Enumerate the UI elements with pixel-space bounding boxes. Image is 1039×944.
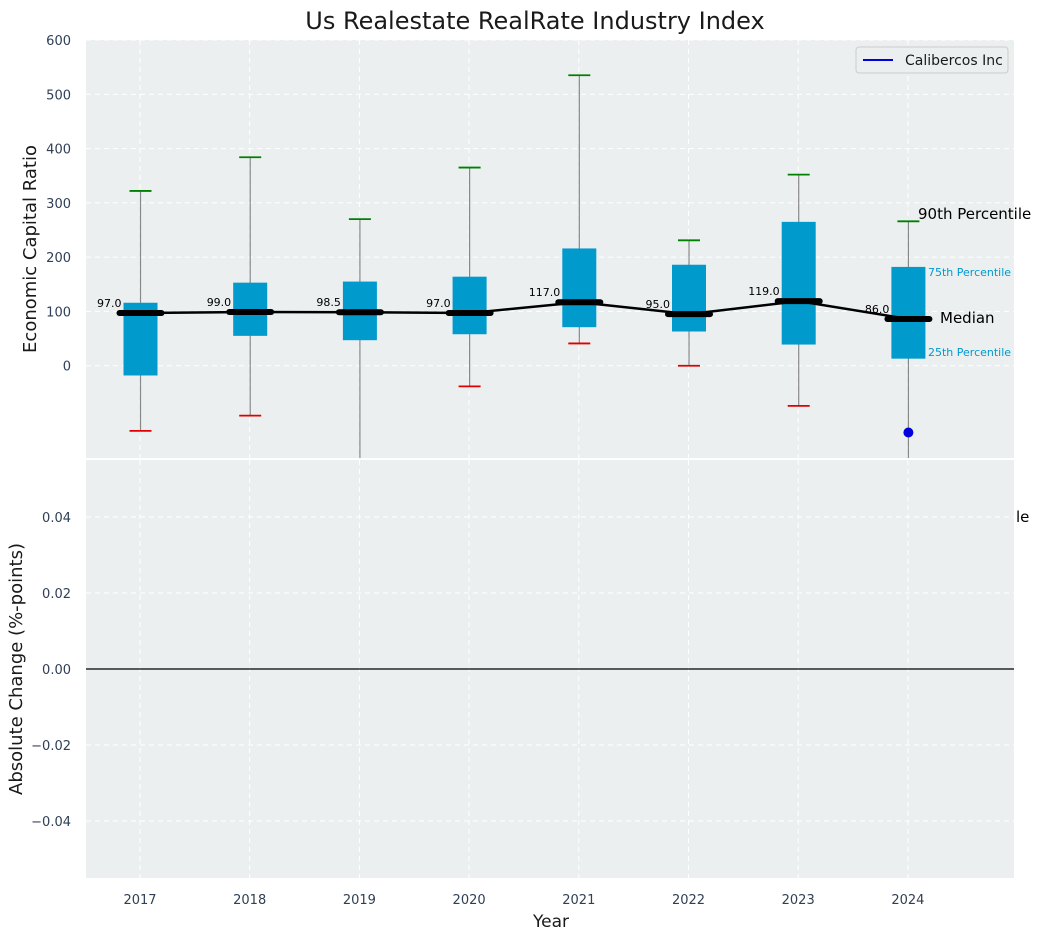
top-y-tick-label: 0 (63, 360, 71, 375)
legend: Calibercos Inc (855, 46, 1009, 74)
median-label-2017: 97.0 (97, 297, 122, 310)
median-label-2019: 98.5 (316, 296, 341, 309)
top-y-tick-label: 300 (46, 197, 71, 212)
top-y-tick-label: 600 (46, 34, 71, 49)
median-label-2018: 99.0 (207, 296, 232, 309)
clipped-annotation: le (1016, 508, 1029, 526)
x-tick-label-2020: 2020 (453, 893, 486, 908)
legend-box (855, 46, 1009, 74)
median-label-2022: 95.0 (646, 298, 671, 311)
marks-layer (86, 74, 1014, 670)
box-2020 (452, 276, 487, 335)
top-y-tick-label: 200 (46, 251, 71, 266)
top-y-tick-label: 500 (46, 88, 71, 103)
box-2021 (562, 248, 597, 328)
top-y-tick-label: 100 (46, 305, 71, 320)
bottom-y-tick-label: −0.02 (31, 739, 71, 754)
median-label-2021: 117.0 (529, 286, 561, 299)
x-tick-label-2019: 2019 (343, 893, 376, 908)
bottom-y-axis-label: Absolute Change (%-points) (6, 543, 27, 795)
median-label-2024: 86.0 (865, 303, 890, 316)
x-tick-label-2022: 2022 (672, 893, 705, 908)
legend-label-calibercos: Calibercos Inc (905, 53, 1003, 69)
x-tick-label-2024: 2024 (891, 893, 924, 908)
annotation-p25: 25th Percentile (928, 346, 1011, 359)
bottom-y-tick-label: 0.02 (42, 587, 71, 602)
x-tick-label-2023: 2023 (782, 893, 815, 908)
x-tick-label-2021: 2021 (562, 893, 595, 908)
annotation-median: Median (940, 309, 995, 327)
x-tick-label-2018: 2018 (233, 893, 266, 908)
top-y-axis-label: Economic Capital Ratio (20, 145, 41, 353)
annotation-p75: 75th Percentile (928, 266, 1011, 279)
bottom-y-tick-label: −0.04 (31, 815, 71, 830)
box-2023 (781, 221, 816, 345)
median-label-2023: 119.0 (748, 285, 780, 298)
text-layer: 0 100 200 300 400 500 600 −0.04 −0.02 0.00 0.02 0.0… (31, 34, 924, 908)
box-2024 (891, 266, 926, 359)
chart-title: Us Realestate RealRate Industry Index (305, 7, 764, 35)
median-label-2020: 97.0 (426, 297, 451, 310)
panel-top-background (86, 40, 1014, 458)
bottom-y-tick-label: 0.04 (42, 511, 71, 526)
box-2022 (672, 264, 706, 332)
x-axis-label: Year (532, 912, 569, 932)
company-point-2024 (903, 427, 914, 438)
annotation-p90: 90th Percentile (918, 205, 1031, 223)
top-y-tick-label: 400 (46, 143, 71, 158)
bottom-y-tick-label: 0.00 (42, 663, 71, 678)
x-tick-label-2017: 2017 (123, 893, 156, 908)
